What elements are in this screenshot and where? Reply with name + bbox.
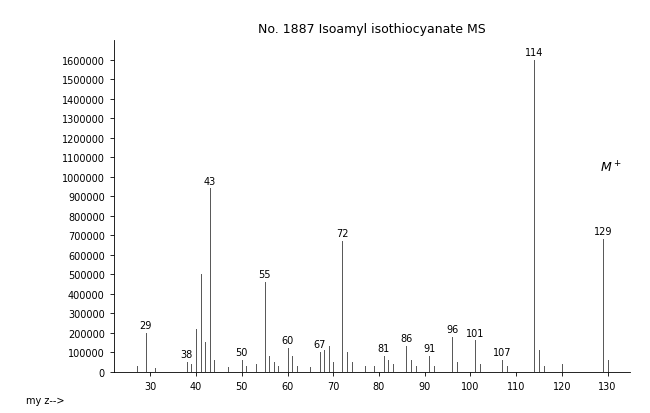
Text: 60: 60: [281, 335, 294, 345]
Text: 55: 55: [259, 269, 271, 279]
Text: 38: 38: [181, 349, 193, 359]
Text: 29: 29: [140, 320, 152, 330]
Text: 107: 107: [493, 347, 512, 357]
Text: 81: 81: [378, 343, 390, 353]
Text: 129: 129: [594, 227, 612, 237]
Text: 101: 101: [466, 328, 484, 338]
Text: 72: 72: [336, 228, 348, 239]
Title: No. 1887 Isoamyl isothiocyanate MS: No. 1887 Isoamyl isothiocyanate MS: [258, 23, 486, 36]
Text: 96: 96: [446, 324, 458, 334]
Text: $M^+$: $M^+$: [600, 160, 621, 175]
Text: my z-->: my z-->: [26, 395, 64, 405]
Text: 114: 114: [525, 48, 543, 58]
Text: 91: 91: [423, 343, 436, 353]
Text: 67: 67: [313, 339, 326, 349]
Text: 50: 50: [235, 347, 248, 357]
Text: 43: 43: [203, 176, 216, 186]
Text: 86: 86: [400, 334, 413, 344]
